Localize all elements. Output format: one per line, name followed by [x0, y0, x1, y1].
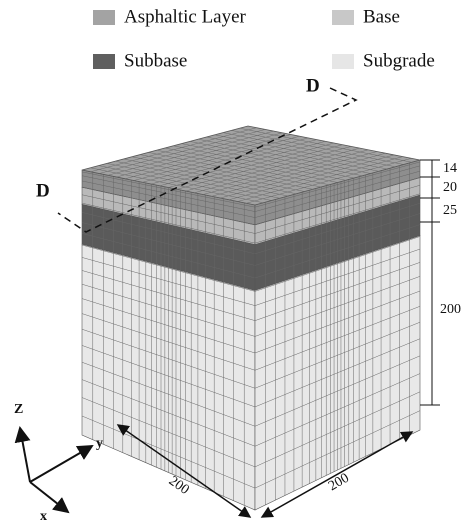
- section-label: D: [36, 180, 50, 201]
- legend-swatch: [332, 54, 354, 69]
- dimension-label: 25: [443, 203, 457, 218]
- dimension-label: 200: [440, 302, 461, 317]
- legend-label: Subgrade: [363, 50, 435, 71]
- diagram: Asphaltic Layer Base Subbase Subgrade D …: [0, 0, 467, 526]
- legend-swatch: [93, 54, 115, 69]
- legend-swatch: [93, 10, 115, 25]
- dimension-label: 14: [443, 161, 457, 176]
- legend-swatch: [332, 10, 354, 25]
- axis-label: Z: [14, 402, 23, 417]
- legend-label: Asphaltic Layer: [124, 6, 247, 27]
- axis-triad: [20, 428, 92, 512]
- dimension-label: 20: [443, 180, 457, 195]
- section-label: D: [306, 75, 320, 96]
- axis-label: y: [96, 436, 103, 451]
- legend-label: Base: [363, 6, 400, 27]
- dimension-label: 200: [326, 471, 352, 494]
- dimension-bracket: [420, 160, 440, 405]
- legend-label: Subbase: [124, 50, 187, 71]
- axis-label: x: [40, 509, 47, 524]
- pavement-model: [82, 126, 420, 510]
